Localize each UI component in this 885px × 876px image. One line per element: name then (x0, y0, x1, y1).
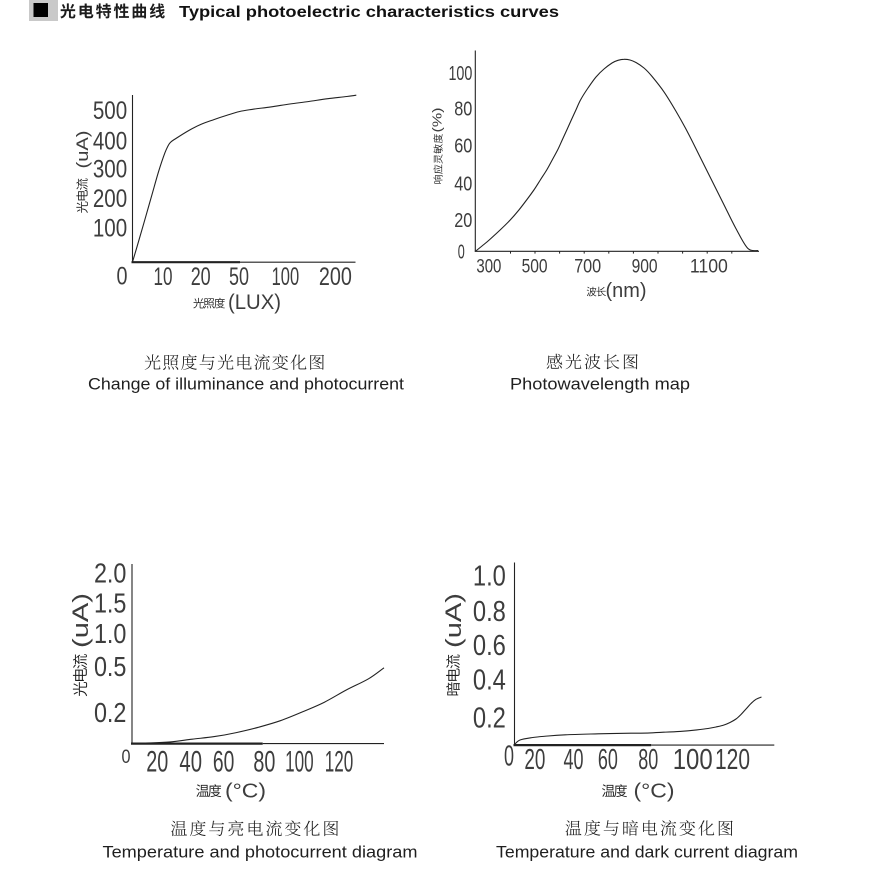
svg-text:(nm): (nm) (606, 280, 647, 302)
svg-text:100: 100 (285, 746, 314, 779)
svg-text:60: 60 (213, 746, 234, 779)
svg-text:0: 0 (458, 240, 465, 263)
svg-text:80: 80 (638, 744, 658, 776)
svg-text:300: 300 (93, 155, 127, 183)
svg-text:(°C): (°C) (225, 781, 266, 803)
svg-text:Typical photoelectric characte: Typical photoelectric characteristics cu… (179, 4, 559, 21)
svg-text:1.0: 1.0 (473, 560, 506, 592)
svg-text:Change of illuminance and phot: Change of illuminance and photocurrent (88, 376, 404, 394)
svg-text:20: 20 (191, 263, 211, 291)
svg-text:40: 40 (454, 173, 472, 196)
svg-text:120: 120 (325, 746, 354, 779)
svg-text:0: 0 (122, 747, 131, 768)
svg-text:50: 50 (229, 263, 249, 291)
svg-text:Temperature and dark current d: Temperature and dark current diagram (496, 844, 798, 862)
svg-text:120: 120 (715, 744, 750, 776)
svg-text:80: 80 (454, 97, 472, 120)
svg-text:Temperature and photocurrent d: Temperature and photocurrent diagram (103, 844, 418, 862)
svg-text:0.4: 0.4 (473, 664, 506, 696)
svg-text:(uA): (uA) (441, 593, 466, 648)
svg-text:0: 0 (504, 740, 514, 772)
svg-text:60: 60 (598, 744, 618, 776)
svg-text:0.2: 0.2 (94, 697, 127, 728)
svg-text:500: 500 (522, 255, 548, 277)
svg-text:500: 500 (93, 97, 127, 125)
svg-text:0.6: 0.6 (473, 630, 506, 662)
svg-text:700: 700 (574, 255, 601, 277)
svg-text:10: 10 (154, 263, 173, 291)
svg-text:0: 0 (117, 263, 128, 291)
svg-text:2.0: 2.0 (94, 558, 127, 589)
svg-text:100: 100 (673, 744, 713, 776)
svg-text:60: 60 (454, 135, 472, 158)
svg-text:20: 20 (454, 209, 472, 232)
svg-text:100: 100 (93, 214, 127, 242)
svg-text:20: 20 (146, 746, 168, 779)
svg-text:1.5: 1.5 (94, 588, 127, 619)
svg-text:80: 80 (253, 746, 275, 779)
svg-text:1100: 1100 (690, 255, 728, 277)
svg-text:400: 400 (93, 128, 127, 156)
svg-text:40: 40 (564, 744, 584, 776)
svg-text:1.0: 1.0 (94, 618, 127, 649)
svg-text:100: 100 (272, 263, 300, 291)
svg-text:(%): (%) (430, 108, 445, 133)
svg-text:200: 200 (93, 185, 127, 213)
svg-text:(LUX): (LUX) (228, 291, 281, 314)
svg-text:(uA): (uA) (68, 593, 93, 648)
svg-text:40: 40 (179, 746, 202, 779)
svg-text:100: 100 (448, 62, 472, 85)
svg-text:900: 900 (632, 255, 658, 277)
svg-text:Photowavelength map: Photowavelength map (510, 376, 690, 394)
svg-text:300: 300 (476, 255, 501, 277)
svg-text:20: 20 (524, 744, 545, 776)
svg-text:0.8: 0.8 (473, 596, 506, 628)
svg-text:0.5: 0.5 (94, 651, 127, 682)
svg-text:0.2: 0.2 (473, 702, 506, 734)
svg-text:(°C): (°C) (634, 781, 675, 803)
svg-text:200: 200 (319, 263, 352, 291)
svg-text:(uA): (uA) (73, 131, 92, 169)
